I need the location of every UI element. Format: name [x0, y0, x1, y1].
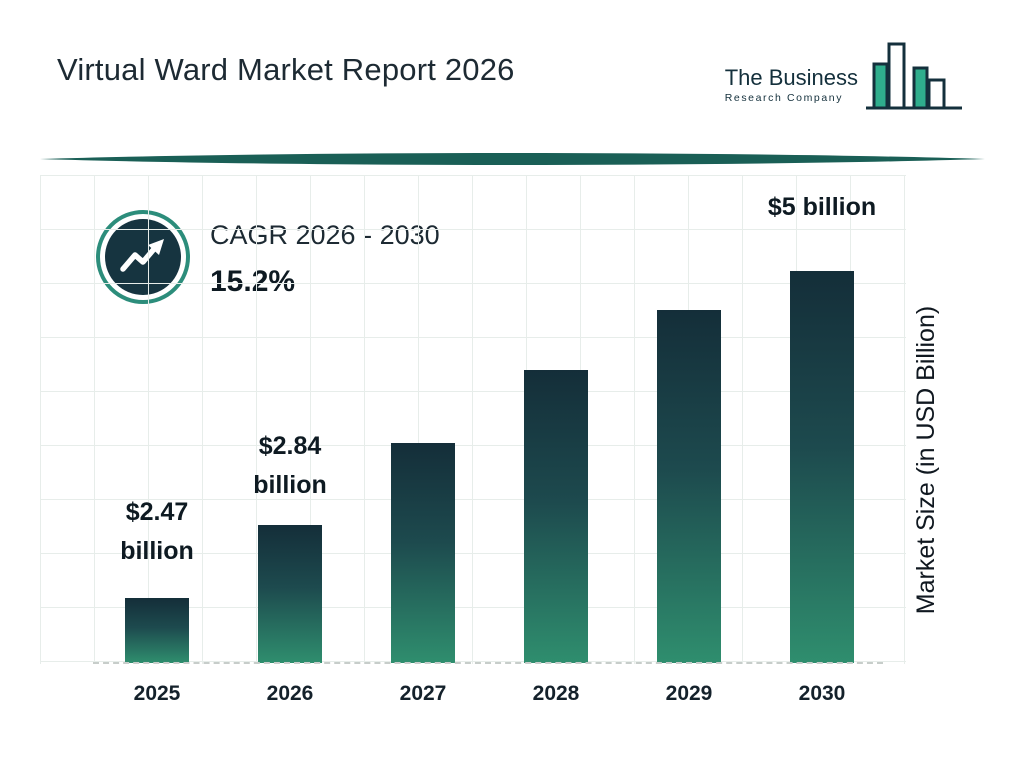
x-tick-2030: 2030 — [798, 682, 846, 705]
bar-2026 — [258, 525, 322, 663]
bar-chart-logo-icon — [864, 38, 964, 118]
bar-label-2026-line1: $2.84 — [258, 432, 322, 460]
bar-label-2030-line1: $5 billion — [767, 193, 877, 221]
plot-area: $2.47 billion $2.84 billion $5 billion — [40, 175, 906, 664]
bar-2025 — [125, 598, 189, 663]
page-title: Virtual Ward Market Report 2026 — [57, 52, 515, 87]
bar-2027 — [391, 443, 455, 663]
bar-label-2026-line2: billion — [253, 470, 327, 499]
x-tick-2025: 2025 — [133, 682, 181, 705]
bar-label-2025-line1: $2.47 — [125, 498, 189, 526]
bar-label-2026: $2.84 billion — [210, 427, 370, 505]
bar-2029 — [657, 310, 721, 663]
logo-name: The Business — [724, 65, 858, 90]
bar-2030 — [790, 271, 854, 663]
bar-label-2025-line2: billion — [120, 536, 194, 565]
x-tick-2029: 2029 — [665, 682, 713, 705]
logo-subname: Research Company — [724, 92, 844, 104]
x-axis-baseline — [93, 662, 883, 664]
x-tick-2028: 2028 — [532, 682, 580, 705]
y-axis-label: Market Size (in USD Billion) — [912, 305, 940, 615]
logo-text: The Business Research Company — [725, 65, 858, 118]
x-tick-2027: 2027 — [399, 682, 447, 705]
company-logo: The Business Research Company — [725, 38, 964, 118]
bar-label-2030: $5 billion — [742, 188, 902, 227]
bar-2028 — [524, 370, 588, 663]
header-divider — [40, 153, 985, 165]
bar-label-2025: $2.47 billion — [77, 493, 237, 571]
x-tick-2026: 2026 — [266, 682, 314, 705]
